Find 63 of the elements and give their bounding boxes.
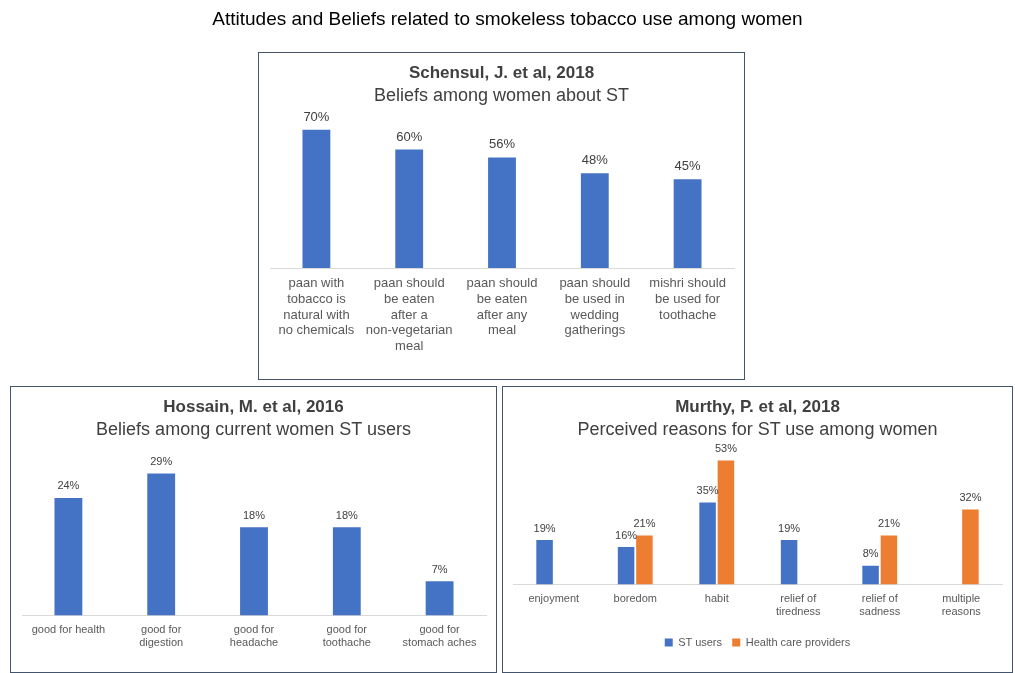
bar	[617, 547, 635, 585]
x-tick-label: paan should be eaten after a non-vegetarian meal	[365, 275, 453, 353]
data-label: 48%	[581, 152, 608, 168]
x-tick-label: good for digestion	[138, 623, 183, 649]
chart-subtitle: Beliefs among women about ST	[372, 85, 631, 106]
bar	[487, 157, 516, 268]
data-label: 21%	[633, 516, 656, 529]
data-label: 32%	[959, 491, 982, 504]
x-tick-label: relief of sadness	[859, 592, 901, 618]
bar	[673, 179, 702, 268]
x-tick-label: good for health	[31, 623, 105, 636]
bar	[332, 527, 361, 616]
data-label: 16%	[615, 528, 638, 541]
chart-subtitle: Perceived reasons for ST use among women	[576, 419, 939, 440]
x-tick-label: good for stomach aches	[402, 623, 477, 649]
x-tick-label: boredom	[613, 592, 657, 605]
x-tick-label: good for headache	[229, 623, 278, 649]
chart-title: Schensul, J. et al, 2018	[407, 63, 596, 83]
data-label: 70%	[302, 108, 330, 124]
x-tick-label: paan with tobacco is natural with no chemicals	[277, 275, 355, 338]
legend-label: Health care providers	[745, 635, 851, 648]
bar	[780, 540, 798, 585]
bar	[239, 527, 268, 616]
text: Attitudes and Beliefs related to smokeless tobacco use among women	[211, 8, 804, 30]
bar	[699, 502, 716, 585]
chart-title: Hossain, M. et al, 2016	[162, 397, 345, 417]
x-tick-label: good for toothache	[322, 623, 371, 649]
bar	[394, 149, 423, 268]
data-label: 18%	[242, 508, 265, 521]
data-label: 53%	[714, 441, 738, 454]
bar	[580, 173, 609, 268]
data-label: 7%	[431, 562, 448, 575]
data-label: 45%	[674, 158, 701, 174]
bar	[536, 540, 553, 585]
x-tick-label: mishri should be used for toothache	[648, 275, 726, 322]
chart-title: Murthy, P. et al, 2018	[674, 397, 841, 417]
bar	[425, 581, 454, 616]
bar	[962, 509, 979, 585]
x-tick-label: relief of tiredness	[775, 592, 822, 618]
bar	[146, 473, 175, 616]
x-tick-label: paan should be used in wedding gatherings	[558, 275, 630, 338]
x-tick-label: habit	[704, 592, 729, 605]
data-label: 35%	[696, 484, 719, 497]
bar	[53, 497, 82, 616]
chart-subtitle: Beliefs among current women ST users	[95, 419, 412, 440]
data-label: 56%	[488, 136, 515, 152]
data-label: 29%	[149, 454, 172, 467]
data-label: 19%	[778, 521, 801, 534]
data-label: 19%	[533, 521, 556, 534]
bar	[862, 565, 879, 585]
bar	[301, 129, 330, 268]
bar	[717, 460, 735, 585]
legend-label: ST users	[678, 635, 723, 648]
data-label: 18%	[335, 508, 358, 521]
x-tick-label: multiple reasons	[941, 592, 982, 618]
bar	[880, 535, 898, 585]
data-label: 8%	[862, 547, 879, 560]
x-tick-label: paan should be eaten after any meal	[466, 275, 537, 338]
data-label: 60%	[395, 128, 423, 144]
data-label: 24%	[56, 479, 80, 492]
x-tick-label: enjoyment	[528, 592, 580, 605]
bar	[636, 535, 653, 585]
data-label: 21%	[877, 516, 901, 529]
